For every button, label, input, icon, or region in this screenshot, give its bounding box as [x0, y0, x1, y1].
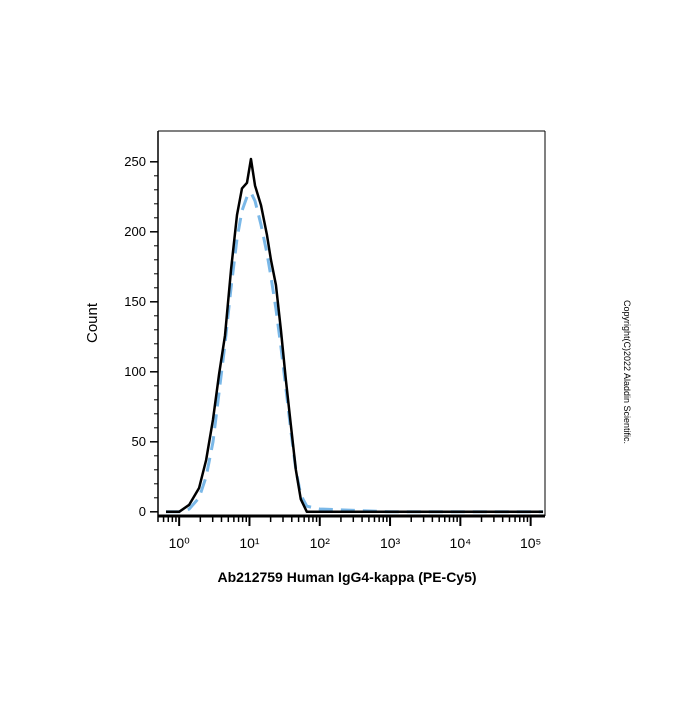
x-tick-label: 10⁵ — [520, 535, 541, 551]
x-tick-label: 10² — [310, 535, 331, 551]
x-tick-label: 10⁴ — [450, 535, 472, 551]
series-line — [166, 157, 544, 514]
y-tick-label: 50 — [132, 434, 146, 449]
x-tick-label: 10⁰ — [169, 535, 191, 551]
y-tick-label: 0 — [139, 504, 146, 519]
x-tick-label: 10³ — [380, 535, 401, 551]
y-tick-label: 250 — [124, 154, 146, 169]
y-tick-label: 150 — [124, 294, 146, 309]
y-axis-title: Count — [84, 302, 101, 343]
x-tick-label: 10¹ — [239, 535, 260, 551]
copyright: Copyright(C)2022 Aladdin Scientific. — [622, 300, 632, 444]
y-tick-label: 100 — [124, 364, 146, 379]
y-tick-label: 200 — [124, 224, 146, 239]
x-axis-title: Ab212759 Human IgG4-kappa (PE-Cy5) — [217, 569, 476, 585]
series-line — [166, 191, 544, 514]
